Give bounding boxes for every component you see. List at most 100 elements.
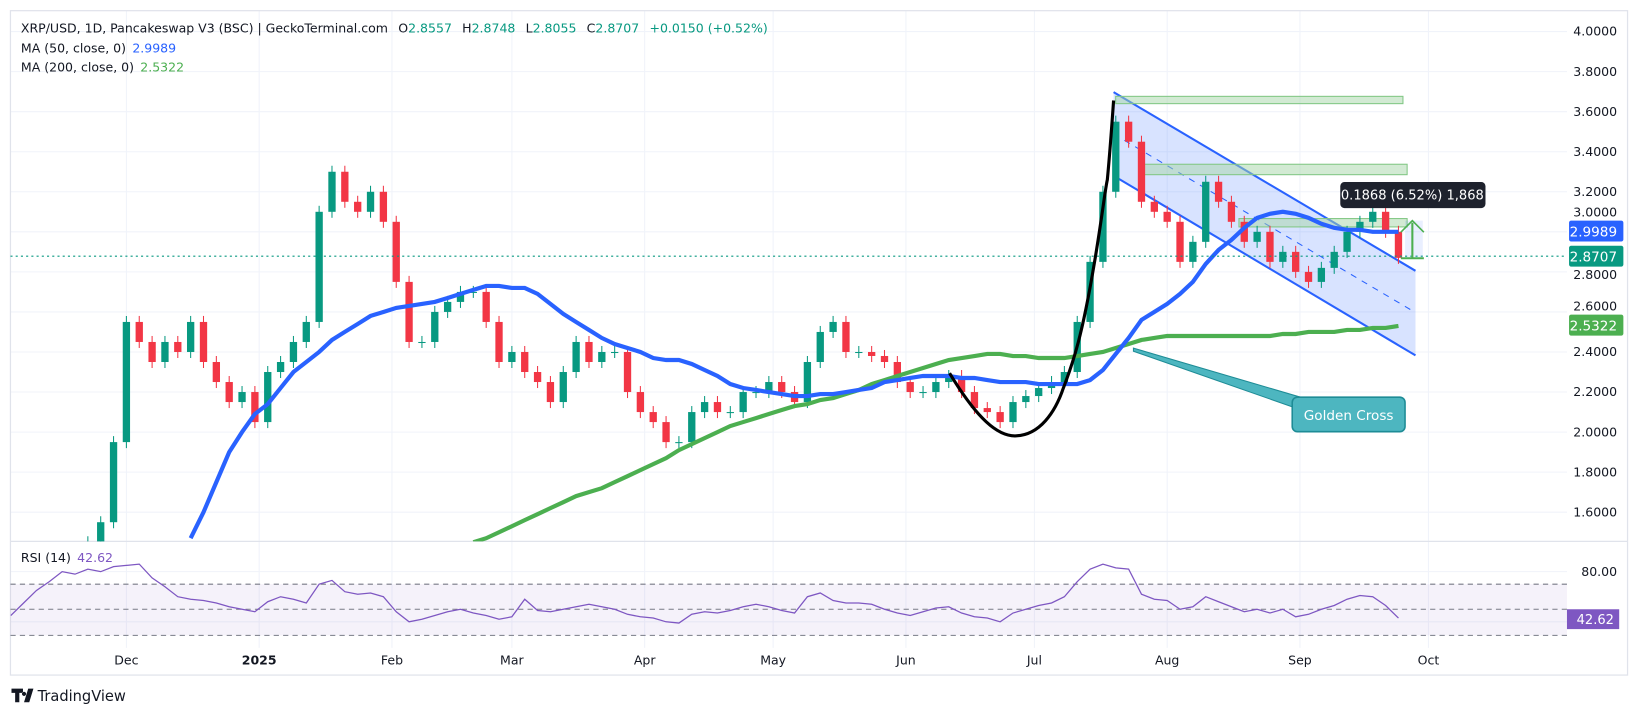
candle	[225, 376, 233, 409]
candle	[482, 285, 490, 328]
candle-body	[225, 382, 233, 403]
candle-body	[867, 351, 876, 356]
candle	[996, 406, 1004, 429]
candle	[688, 406, 696, 449]
candle	[855, 345, 863, 358]
candle-body	[1214, 181, 1223, 202]
candle	[379, 185, 388, 228]
candle-body	[135, 321, 143, 342]
price-tick-label: 2.0000	[1573, 424, 1617, 439]
candle-body	[418, 341, 426, 344]
candle	[675, 436, 683, 449]
vertical-gridlines	[125, 10, 1429, 648]
candle	[559, 366, 567, 409]
candle-body	[1137, 141, 1146, 202]
price-tick-label: 2.4000	[1573, 344, 1617, 359]
candle	[932, 376, 940, 399]
candle-body	[431, 311, 439, 342]
candle-body	[366, 191, 375, 212]
ma50-line[interactable]	[188, 209, 1399, 540]
candle-body	[443, 301, 452, 312]
candle-body	[405, 281, 413, 342]
candle-body	[1099, 191, 1107, 262]
candle	[521, 345, 529, 379]
candle	[983, 402, 991, 419]
candle-body	[97, 522, 105, 542]
candle-body	[1189, 241, 1197, 262]
candle	[1202, 175, 1210, 248]
candle-body	[688, 412, 696, 443]
ma50-legend[interactable]: MA (50, close, 0) 2.9989	[21, 40, 176, 55]
time-tick-label: Jul	[1026, 653, 1042, 668]
candle-body	[1124, 121, 1133, 142]
candle-body	[1227, 201, 1236, 222]
cup-curve[interactable]	[948, 100, 1116, 438]
rsi-line[interactable]	[10, 563, 1399, 624]
resistance-zone-top[interactable]	[1115, 95, 1404, 105]
candle-body	[1381, 211, 1390, 232]
candle	[97, 516, 105, 542]
candle-body	[970, 392, 979, 409]
rsi-axis-80: 80.00	[1581, 564, 1617, 579]
candle-body	[1009, 402, 1017, 423]
candle	[572, 335, 580, 379]
price-tick-label: 1.8000	[1573, 464, 1617, 479]
time-tick-label: May	[760, 653, 786, 668]
candle-body	[842, 321, 850, 352]
price-axis[interactable]: 4.0000 3.8000 3.6000 3.4000 3.2000 3.0000 2.80…	[1573, 24, 1617, 520]
candle	[598, 345, 606, 369]
candle-body	[855, 351, 863, 354]
price-tick-label: 3.4000	[1573, 144, 1617, 159]
candle-body	[276, 361, 285, 373]
candle-body	[983, 408, 991, 413]
candle	[1124, 115, 1133, 148]
candle	[803, 355, 812, 409]
candle	[1317, 261, 1326, 288]
candle	[431, 305, 439, 348]
candle-body	[1202, 181, 1210, 242]
candle-body	[662, 422, 670, 443]
candle-body	[1369, 211, 1377, 222]
candle	[1253, 225, 1261, 248]
candle-body	[1343, 231, 1351, 252]
candle-body	[1176, 221, 1184, 262]
candle-body	[1330, 251, 1338, 268]
ma200-legend[interactable]: MA (200, close, 0) 2.5322	[21, 59, 184, 74]
time-tick-label: Dec	[114, 653, 138, 668]
tradingview-logo[interactable]: TradingView	[11, 688, 126, 705]
golden-cross-label: Golden Cross	[1304, 408, 1394, 424]
candle	[816, 325, 824, 369]
candle-body	[469, 291, 477, 293]
candle	[418, 335, 426, 348]
candle	[649, 406, 657, 429]
price-tick-label: 2.8000	[1573, 267, 1617, 282]
rsi-legend[interactable]: RSI (14) 42.62	[21, 550, 113, 565]
ma200-line[interactable]	[472, 323, 1399, 542]
candle-body	[212, 361, 221, 383]
candle	[546, 376, 555, 409]
golden-cross-callout[interactable]: Golden Cross	[1291, 396, 1406, 433]
candle-body	[778, 382, 786, 393]
time-axis[interactable]: Dec 2025 Feb Mar Apr May Jun Jul Aug Sep Oct	[114, 653, 1439, 668]
price-tick-label: 3.2000	[1573, 184, 1617, 199]
candle	[1266, 225, 1274, 268]
candle-body	[533, 372, 542, 383]
time-tick-label: Sep	[1288, 653, 1312, 668]
candle	[1279, 245, 1287, 268]
candle-body	[829, 321, 837, 332]
candle-body	[803, 361, 812, 403]
svg-text:2.5322: 2.5322	[1570, 318, 1618, 334]
candle	[456, 285, 465, 308]
candle	[174, 335, 182, 358]
channel-lower-line[interactable]	[1113, 174, 1417, 357]
candle-body	[816, 331, 824, 362]
candle-body	[1394, 231, 1403, 258]
candle	[1240, 215, 1248, 248]
resistance-zone-middle[interactable]	[1139, 163, 1408, 176]
channel-upper-line[interactable]	[1113, 91, 1417, 272]
candle	[1150, 195, 1158, 218]
candle-body	[456, 291, 465, 302]
candle-body	[559, 372, 567, 403]
price-tick-label: 2.2000	[1573, 384, 1617, 399]
